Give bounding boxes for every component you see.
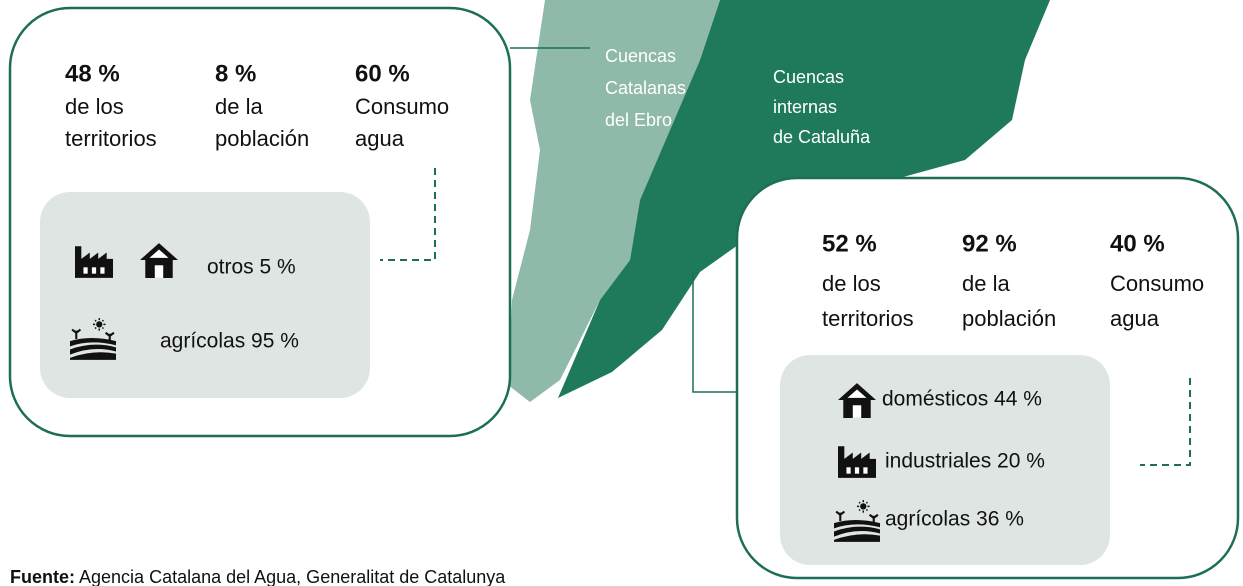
use-label: domésticos 44 %	[882, 388, 1042, 411]
stat-label: de los	[822, 271, 881, 296]
use-label: agrícolas 36 %	[885, 508, 1024, 531]
stat-value: 40 %	[1110, 230, 1165, 257]
stat-label: territorios	[822, 306, 914, 331]
stat-label: de la	[962, 271, 1010, 296]
region-label: de Cataluña	[773, 127, 871, 147]
stat-label: Consumo	[355, 94, 449, 119]
stat-label: población	[215, 126, 309, 151]
region-label: Cuencas	[605, 46, 676, 66]
stat-value: 8 %	[215, 60, 256, 87]
stat-value: 60 %	[355, 60, 410, 87]
uses-box	[40, 192, 370, 398]
stat-value: 48 %	[65, 60, 120, 87]
region-label: Catalanas	[605, 78, 686, 98]
use-label: industriales 20 %	[885, 450, 1045, 473]
stat-label: agua	[355, 126, 405, 151]
stat-label: territorios	[65, 126, 157, 151]
stat-value: 92 %	[962, 230, 1017, 257]
region-label: internas	[773, 97, 837, 117]
dashed-connector	[380, 168, 436, 261]
stat-value: 52 %	[822, 230, 877, 257]
source: Fuente: Agencia Catalana del Agua, Gener…	[10, 567, 506, 586]
stat-label: Consumo	[1110, 271, 1204, 296]
use-label: otros 5 %	[207, 256, 296, 279]
map-ebro	[508, 0, 720, 402]
source-text: Agencia Catalana del Agua, Generalitat d…	[79, 567, 506, 586]
source-label: Fuente:	[10, 567, 75, 586]
region-label: Cuencas	[773, 67, 844, 87]
dashed-connector	[1140, 378, 1191, 466]
stat-label: de la	[215, 94, 263, 119]
stat-label: población	[962, 306, 1056, 331]
use-label: agrícolas 95 %	[160, 330, 299, 353]
region-label: del Ebro	[605, 110, 672, 130]
stat-label: de los	[65, 94, 124, 119]
stat-label: agua	[1110, 306, 1160, 331]
